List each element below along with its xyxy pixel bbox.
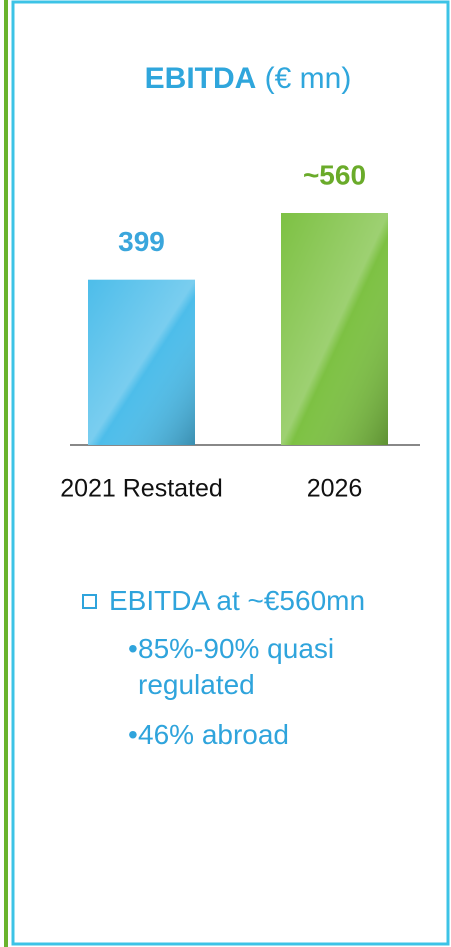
x-tick-label: 2021 Restated (60, 475, 223, 503)
dot: • (128, 633, 138, 664)
side-bar (4, 0, 8, 947)
notes: EBITDA at ~€560mn • 85%-90% quasi regulat… (82, 585, 428, 753)
sub-bullet: • 85%-90% quasi regulated (128, 631, 428, 703)
sub-bullet: • 46% abroad (128, 717, 428, 753)
item-text: 85%-90% quasi regulated (138, 633, 335, 700)
bar-sheen (88, 279, 195, 445)
subtitle: (€ mn) (265, 62, 352, 95)
value-label: ~560 (303, 159, 366, 190)
main-bullet: EBITDA at ~€560mn (82, 585, 428, 617)
item-text: 46% abroad (138, 719, 290, 750)
bar-sheen (281, 213, 388, 445)
value-label: 399 (118, 226, 165, 257)
main-text: EBITDA at ~€560mn (109, 585, 366, 616)
x-tick-label: 2026 (307, 475, 363, 503)
dot: • (128, 719, 138, 750)
chart-title: EBITDA (€ mn) (145, 62, 352, 95)
frame (11, 0, 450, 946)
bullet-box (82, 593, 97, 609)
title: EBITDA (145, 62, 257, 95)
